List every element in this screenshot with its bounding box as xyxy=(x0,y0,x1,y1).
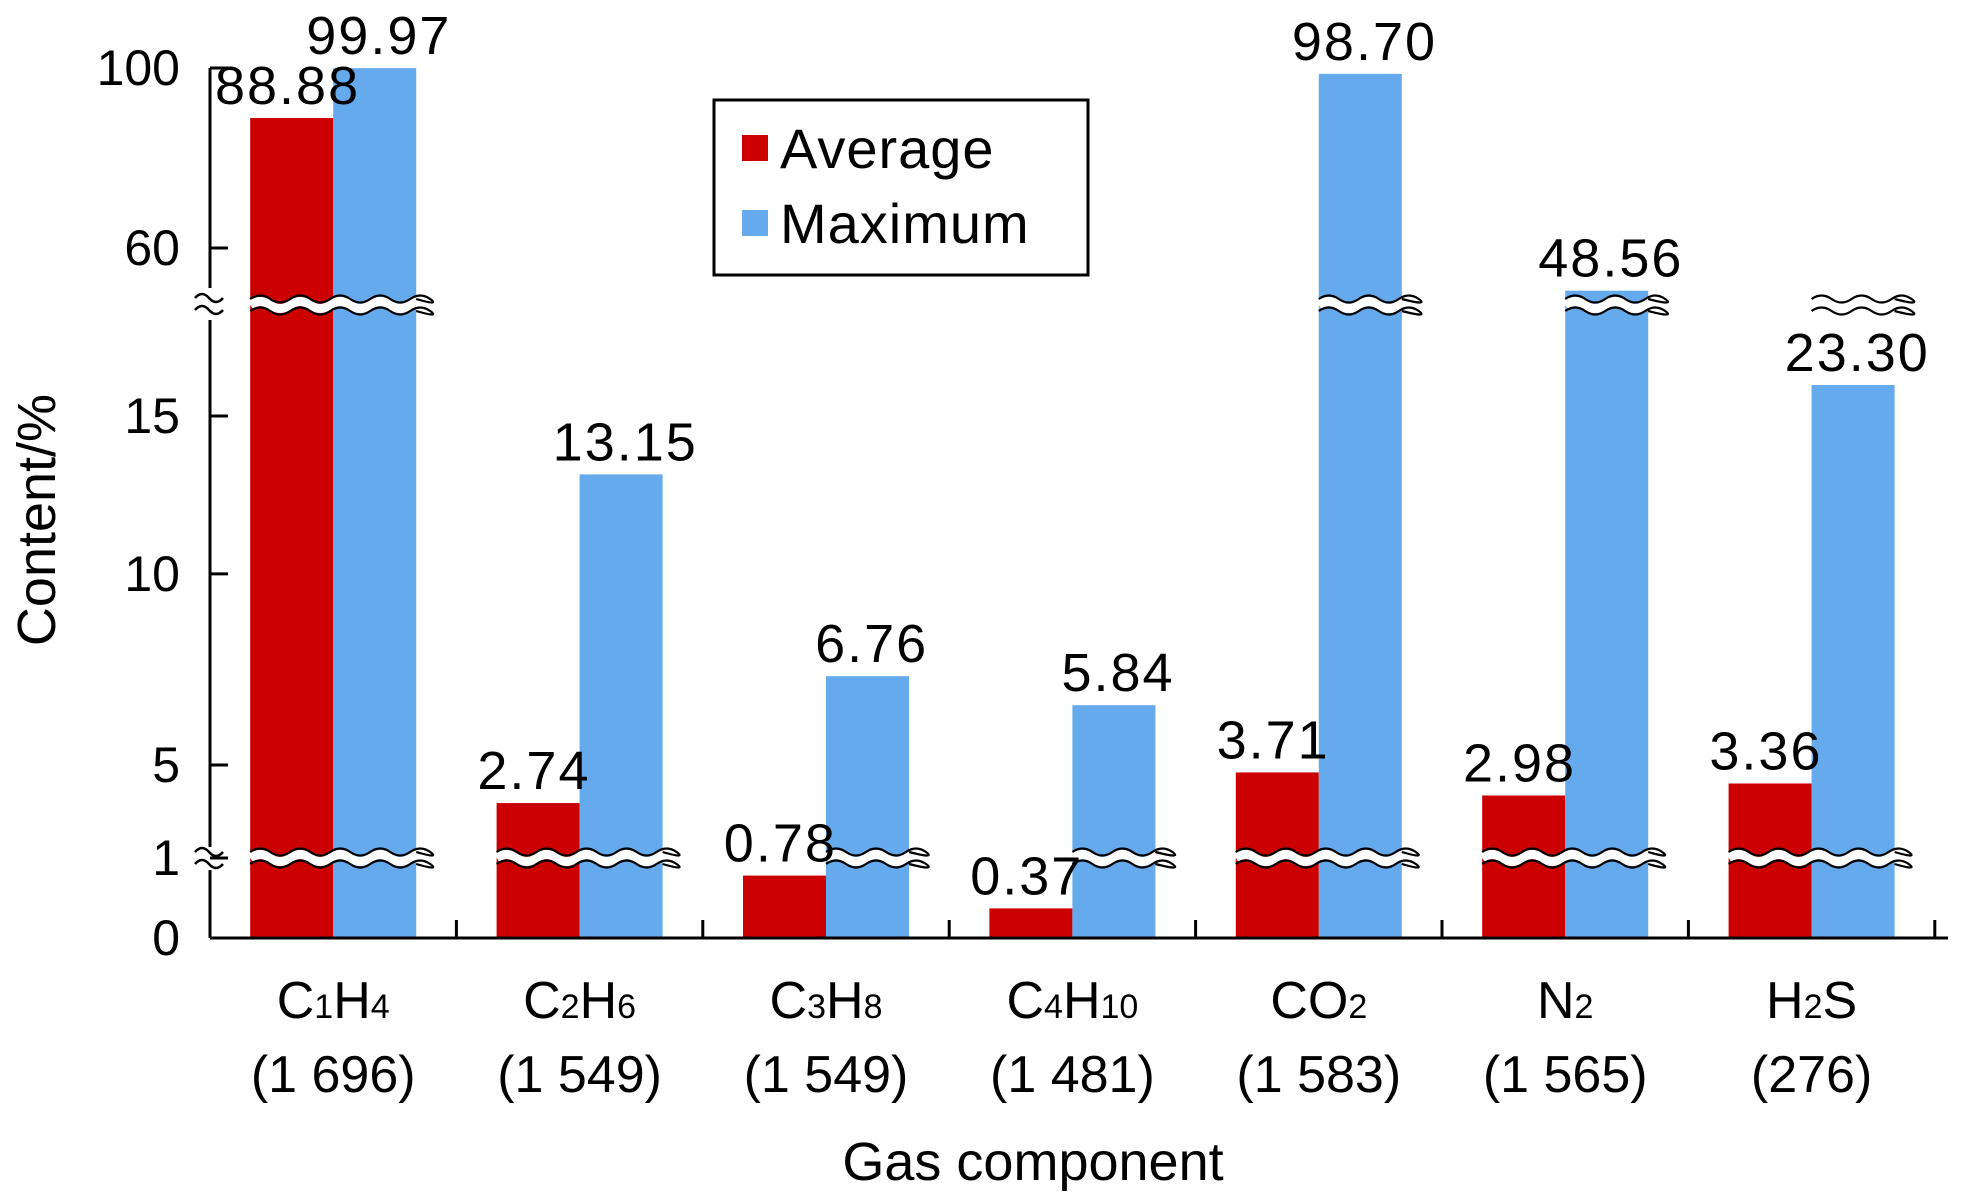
break-wave-line xyxy=(1235,847,1420,857)
category-formula-label: C3H8 xyxy=(770,972,883,1030)
break-wave-fill xyxy=(494,850,684,866)
data-label-average: 88.88 xyxy=(215,56,360,116)
axes xyxy=(194,68,1948,940)
break-wave-line xyxy=(495,847,681,857)
break-wave-line xyxy=(495,859,681,869)
data-label-average: 0.78 xyxy=(724,814,837,874)
break-wave-line xyxy=(1810,306,1916,316)
category-formula-label: C2H6 xyxy=(523,972,636,1030)
break-wave-fill xyxy=(1562,297,1673,313)
bar-maximum xyxy=(1318,73,1402,939)
bar-maximum xyxy=(579,474,663,938)
break-wave-line xyxy=(1481,847,1667,857)
bar-maximum xyxy=(333,68,417,938)
data-label-average: 2.98 xyxy=(1463,733,1576,793)
data-label-average: 0.37 xyxy=(970,846,1083,906)
y-tick-label: 1 xyxy=(152,830,180,886)
category-count-label: (1 583) xyxy=(1236,1046,1401,1104)
axis-break-waves xyxy=(247,294,1919,869)
bar-average xyxy=(743,875,826,938)
break-wave-fill xyxy=(247,850,438,866)
category-formula-label: H2S xyxy=(1766,972,1857,1030)
break-wave-line xyxy=(1810,294,1916,304)
break-wave-line xyxy=(249,294,435,304)
bar-maximum xyxy=(1072,705,1156,938)
y-axis-break-upper xyxy=(194,292,224,316)
category-count-label: (276) xyxy=(1751,1046,1872,1104)
data-label-average: 3.36 xyxy=(1709,721,1822,781)
break-wave-line xyxy=(1071,859,1177,869)
category-formula-label: CO2 xyxy=(1270,972,1367,1030)
bar-average xyxy=(250,118,334,939)
legend-label-average: Average xyxy=(780,117,995,180)
y-tick-label: 60 xyxy=(124,220,180,276)
break-wave-line xyxy=(825,847,930,857)
break-wave-line xyxy=(1727,847,1913,857)
data-label-maximum: 99.97 xyxy=(306,6,451,66)
data-label-maximum: 23.30 xyxy=(1785,323,1930,383)
legend-swatch-maximum xyxy=(742,210,768,236)
category-count-label: (1 481) xyxy=(990,1046,1155,1104)
y-tick-label: 5 xyxy=(152,737,180,793)
break-wave-line xyxy=(249,859,435,869)
break-wave-fill xyxy=(1479,850,1670,866)
break-wave-line xyxy=(249,847,435,857)
category-count-label: (1 565) xyxy=(1483,1046,1648,1104)
category-formula-label: N2 xyxy=(1537,972,1593,1030)
y-tick-label: 10 xyxy=(124,546,180,602)
break-wave-fill xyxy=(1809,297,1919,313)
x-axis-ticks xyxy=(454,920,1937,938)
break-wave-fill xyxy=(1233,850,1424,866)
data-label-maximum: 6.76 xyxy=(815,614,928,674)
legend-label-maximum: Maximum xyxy=(780,192,1030,255)
break-wave-fill xyxy=(823,850,934,866)
break-wave-line xyxy=(825,859,930,869)
data-label-average: 2.74 xyxy=(477,741,590,801)
category-count-label: (1 696) xyxy=(251,1046,416,1104)
bar-maximum xyxy=(1565,290,1649,938)
category-count-label: (1 549) xyxy=(497,1046,662,1104)
break-wave-line xyxy=(1318,294,1423,304)
y-tick-label: 15 xyxy=(124,388,180,444)
break-wave-line xyxy=(1235,859,1420,869)
y-tick-label: 0 xyxy=(152,910,180,966)
bar-maximum xyxy=(826,676,909,938)
y-axis-title: Content/% xyxy=(7,394,67,646)
break-wave-fill xyxy=(1726,850,1916,866)
data-label-average: 3.71 xyxy=(1217,710,1330,770)
legend-box xyxy=(712,98,1090,277)
category-formula-label: C4H10 xyxy=(1006,972,1138,1030)
legend-swatch-average xyxy=(742,135,768,161)
category-labels: C1H4 (1 696) C2H6 (1 549) C3H8 (1 549) C4H10 (1… xyxy=(251,972,1872,1104)
break-wave-line xyxy=(1481,859,1667,869)
break-wave-line xyxy=(1727,859,1913,869)
category-count-label: (1 549) xyxy=(744,1046,909,1104)
x-axis-title: Gas component xyxy=(842,1132,1223,1192)
bar-average xyxy=(989,908,1073,938)
break-wave-fill xyxy=(1316,297,1426,313)
data-label-maximum: 13.15 xyxy=(553,412,698,472)
legend: Average Maximum xyxy=(712,98,1090,277)
data-label-maximum: 98.70 xyxy=(1292,12,1437,72)
y-axis-break-lower xyxy=(194,846,224,870)
category-formula-label: C1H4 xyxy=(277,972,390,1030)
bars-layer xyxy=(250,68,1895,939)
bar-maximum xyxy=(1811,385,1895,939)
break-wave-line xyxy=(1564,306,1669,316)
break-wave-line xyxy=(249,306,435,316)
break-wave-line xyxy=(1564,294,1669,304)
data-label-maximum: 48.56 xyxy=(1538,229,1683,289)
break-wave-fill xyxy=(1069,850,1180,866)
y-tick-label: 100 xyxy=(97,40,180,96)
break-wave-line xyxy=(1071,847,1177,857)
bar-average xyxy=(496,803,580,938)
break-wave-fill xyxy=(247,297,438,313)
data-label-maximum: 5.84 xyxy=(1061,643,1174,703)
break-wave-line xyxy=(1318,306,1423,316)
